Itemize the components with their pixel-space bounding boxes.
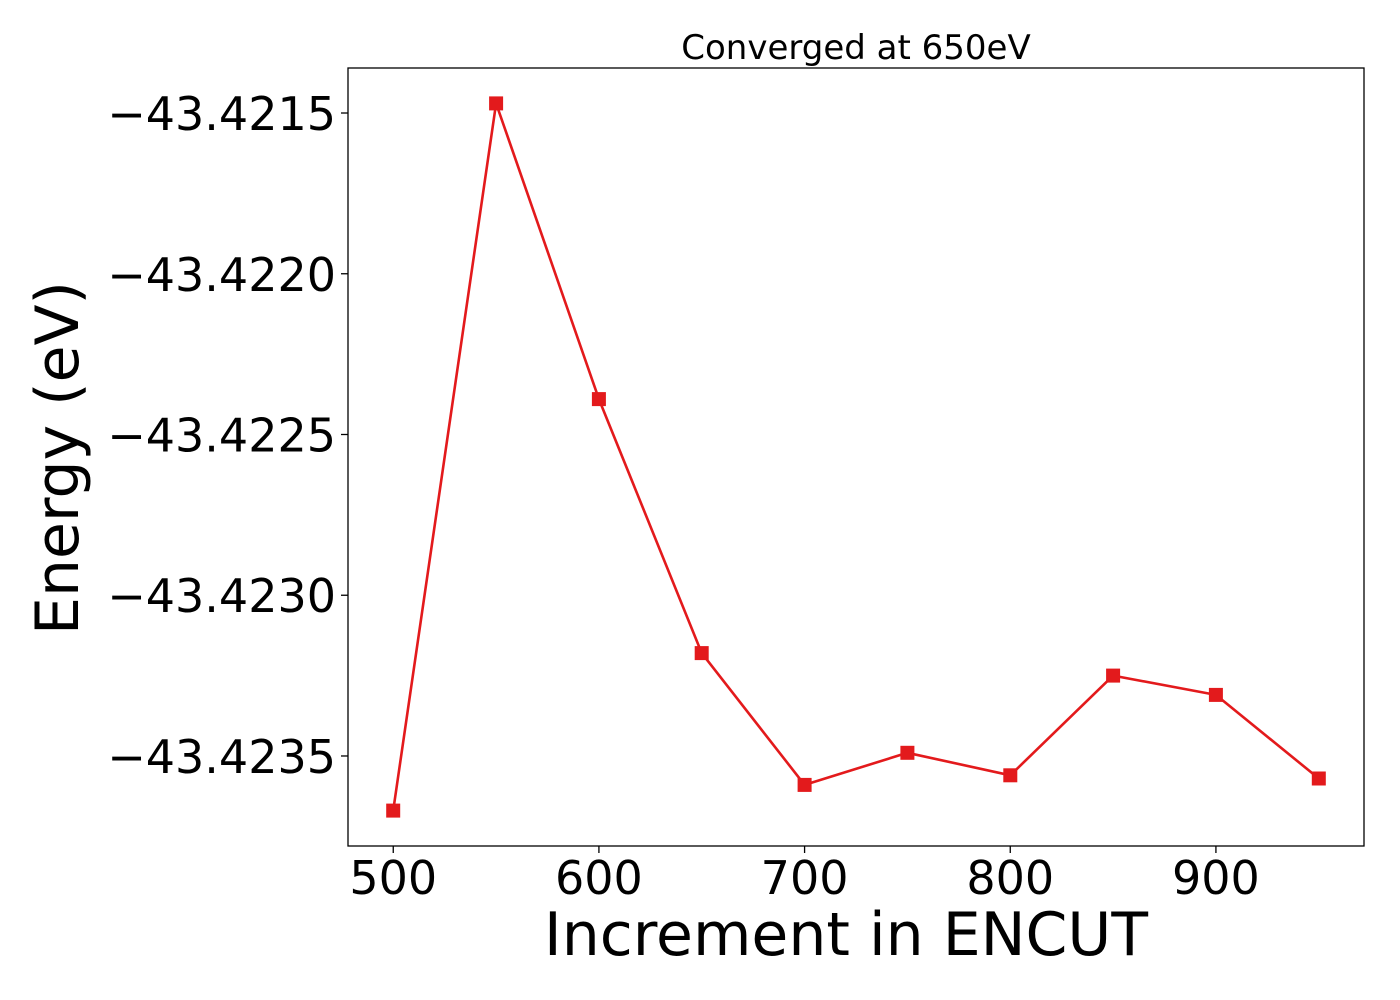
data-point-marker — [1208, 687, 1223, 702]
x-tick-label: 500 — [349, 851, 437, 905]
y-tick-label: −43.4235 — [107, 730, 336, 784]
y-axis-label: Energy (eV) — [23, 281, 93, 635]
chart-title: Converged at 650eV — [681, 28, 1030, 68]
series-markers — [386, 96, 1326, 818]
x-tick-label: 900 — [1172, 851, 1260, 905]
data-point-marker — [900, 745, 915, 760]
data-point-marker — [1106, 668, 1121, 683]
x-axis-label: Increment in ENCUT — [544, 900, 1148, 970]
data-point-marker — [591, 392, 606, 407]
data-point-marker — [489, 96, 504, 111]
x-axis-ticks: 500 600 700 800 900 — [349, 846, 1260, 905]
x-tick-label: 600 — [555, 851, 643, 905]
data-point-marker — [797, 777, 812, 792]
x-tick-label: 800 — [966, 851, 1054, 905]
data-point-marker — [1311, 771, 1326, 786]
series-line — [391, 102, 1320, 811]
data-point-marker — [1003, 768, 1018, 783]
y-tick-label: −43.4220 — [107, 248, 336, 302]
y-tick-label: −43.4215 — [107, 87, 336, 141]
data-point-marker — [694, 646, 709, 661]
data-point-marker — [386, 803, 401, 818]
y-axis-ticks: −43.4215 −43.4220 −43.4225 −43.4230 −43.4235 — [107, 87, 348, 784]
y-tick-label: −43.4225 — [107, 408, 336, 462]
plot-area-frame — [347, 67, 1365, 847]
y-tick-label: −43.4230 — [107, 569, 336, 623]
x-tick-label: 700 — [761, 851, 849, 905]
